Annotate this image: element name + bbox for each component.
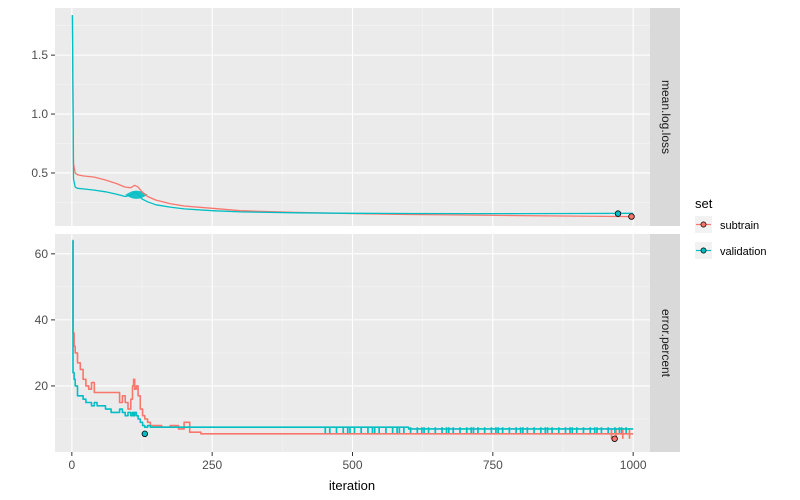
validation-oscillation-segment <box>349 427 351 434</box>
data-layer <box>71 15 635 442</box>
validation-oscillation-segment <box>539 427 542 434</box>
validation-oscillation-segment <box>378 427 381 434</box>
validation-min-marker <box>141 430 149 438</box>
validation-oscillation-segment <box>398 427 401 434</box>
validation-oscillation-segment <box>360 427 363 434</box>
y-tick-label: 0.5 <box>31 166 48 180</box>
validation-oscillation <box>324 427 627 434</box>
x-tick-label: 250 <box>202 458 222 472</box>
validation-oscillation-segment <box>328 427 331 434</box>
validation-line <box>72 239 634 430</box>
validation-oscillation-segment <box>371 427 374 434</box>
facet-strip-error-percent <box>650 234 680 452</box>
validation-oscillation-segment <box>353 427 356 434</box>
validation-oscillation-segment <box>403 427 405 434</box>
validation-oscillation-segment <box>416 427 419 434</box>
facet-strip-label-mean-log-loss: mean.log.loss <box>659 80 673 154</box>
validation-oscillation-segment <box>373 427 376 434</box>
validation-oscillation-segment <box>441 427 443 434</box>
subtrain-min-marker <box>628 213 635 220</box>
validation-min-marker <box>614 210 622 217</box>
legend-point-validation <box>700 247 707 254</box>
validation-oscillation-segment <box>575 427 578 434</box>
validation-oscillation-segment <box>582 427 585 434</box>
validation-oscillation-segment <box>593 427 596 434</box>
validation-oscillation-segment <box>342 427 345 434</box>
validation-oscillation-segment <box>618 427 621 434</box>
validation-oscillation-segment <box>434 427 437 434</box>
validation-oscillation-segment <box>620 427 623 434</box>
validation-oscillation-segment <box>452 427 455 434</box>
x-tick-label: 750 <box>483 458 503 472</box>
validation-oscillation-segment <box>557 427 560 434</box>
validation-oscillation-segment <box>391 427 394 434</box>
y-tick-label: 20 <box>35 379 49 393</box>
validation-oscillation-segment <box>564 427 567 434</box>
validation-oscillation-segment <box>495 427 497 434</box>
validation-oscillation-segment <box>589 427 592 434</box>
validation-line <box>71 15 634 215</box>
validation-oscillation-segment <box>346 427 349 434</box>
y-tick-label: 1.5 <box>31 48 48 62</box>
validation-oscillation-segment <box>533 427 535 434</box>
x-axis-title: iteration <box>329 478 375 493</box>
validation-oscillation-segment <box>596 427 598 434</box>
validation-oscillation-segment <box>324 427 327 434</box>
validation-oscillation-segment <box>335 427 338 434</box>
validation-oscillation-segment <box>551 427 553 434</box>
validation-oscillation-segment <box>385 427 387 434</box>
legend-label-validation: validation <box>720 246 766 258</box>
validation-oscillation-segment <box>508 427 511 434</box>
validation-oscillation-segment <box>515 427 517 434</box>
validation-oscillation-segment <box>427 427 430 434</box>
validation-oscillation-segment <box>497 427 500 434</box>
validation-oscillation-segment <box>423 427 425 434</box>
subtrain-min-marker <box>611 435 618 442</box>
validation-oscillation-segment <box>526 427 529 434</box>
x-tick-label: 1000 <box>620 458 647 472</box>
x-tick-label: 500 <box>342 458 362 472</box>
validation-oscillation-segment <box>465 427 468 434</box>
validation-oscillation-segment <box>522 427 524 434</box>
validation-oscillation-segment <box>447 427 450 434</box>
validation-oscillation-segment <box>483 427 486 434</box>
y-tick-label: 40 <box>35 313 49 327</box>
grid-layer <box>55 8 650 452</box>
validation-oscillation-segment <box>569 427 571 434</box>
facet-strip-mean-log-loss <box>650 8 680 226</box>
validation-oscillation-segment <box>544 427 547 434</box>
validation-oscillation-segment <box>571 427 574 434</box>
validation-oscillation-segment <box>477 427 479 434</box>
legend-label-subtrain: subtrain <box>720 220 759 232</box>
validation-oscillation-segment <box>396 427 398 434</box>
legend-point-subtrain <box>700 221 707 228</box>
axis-layer: 0.5 1.0 1.5 20 40 60 0 250 500 750 1000 <box>31 48 647 472</box>
validation-oscillation-segment <box>546 427 549 434</box>
validation-oscillation-segment <box>501 427 504 434</box>
validation-oscillation-segment <box>420 427 423 434</box>
validation-oscillation-segment <box>607 427 610 434</box>
legend: set subtrain validation <box>695 196 766 259</box>
validation-oscillation-segment <box>625 427 627 434</box>
validation-oscillation-segment <box>600 427 603 434</box>
validation-oscillation-segment <box>470 427 473 434</box>
facet-strip-label-error-percent: error.percent <box>659 309 673 378</box>
validation-oscillation-segment <box>459 427 461 434</box>
validation-oscillation-segment <box>472 427 475 434</box>
validation-oscillation-segment <box>367 427 369 434</box>
subtrain-line <box>72 239 634 435</box>
validation-oscillation-segment <box>409 427 412 434</box>
validation-oscillation-segment <box>519 427 522 434</box>
validation-band <box>125 190 148 199</box>
x-tick-label: 0 <box>68 458 75 472</box>
y-tick-label: 1.0 <box>31 107 48 121</box>
legend-title: set <box>695 196 713 211</box>
validation-oscillation-segment <box>445 427 448 434</box>
validation-oscillation-segment <box>614 427 616 434</box>
subtrain-line <box>71 15 634 218</box>
validation-oscillation-segment <box>490 427 493 434</box>
y-tick-label: 60 <box>35 247 49 261</box>
